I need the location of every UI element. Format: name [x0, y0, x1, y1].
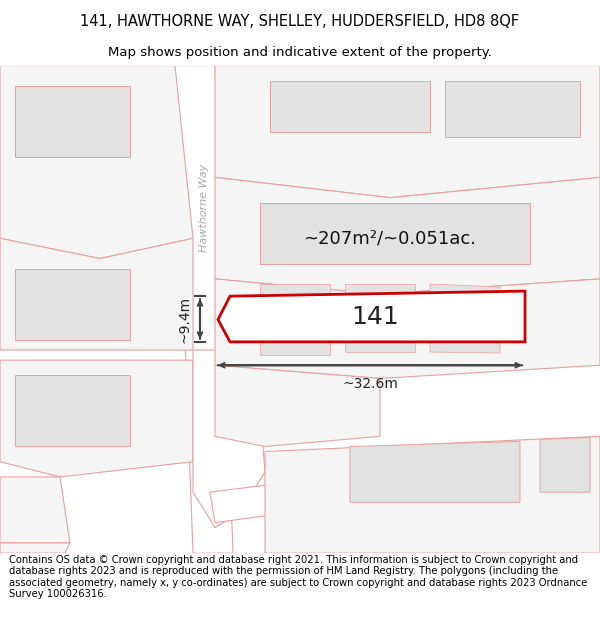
Polygon shape	[445, 81, 580, 137]
Polygon shape	[210, 482, 310, 522]
Text: 141: 141	[351, 306, 399, 329]
Text: ~207m²/~0.051ac.: ~207m²/~0.051ac.	[304, 229, 476, 248]
Polygon shape	[0, 553, 80, 574]
Polygon shape	[0, 360, 193, 477]
Text: ~32.6m: ~32.6m	[342, 378, 398, 391]
Polygon shape	[218, 291, 525, 342]
Polygon shape	[215, 177, 600, 294]
Text: Contains OS data © Crown copyright and database right 2021. This information is : Contains OS data © Crown copyright and d…	[9, 554, 587, 599]
Polygon shape	[270, 81, 430, 132]
Polygon shape	[193, 350, 265, 528]
Polygon shape	[15, 269, 130, 340]
Polygon shape	[0, 543, 70, 553]
Polygon shape	[15, 376, 130, 446]
Polygon shape	[350, 441, 520, 503]
Polygon shape	[175, 66, 233, 553]
Polygon shape	[215, 66, 600, 198]
Text: Map shows position and indicative extent of the property.: Map shows position and indicative extent…	[108, 46, 492, 59]
Polygon shape	[0, 66, 193, 259]
Polygon shape	[265, 436, 600, 553]
Polygon shape	[345, 284, 415, 352]
Polygon shape	[260, 284, 330, 355]
Polygon shape	[0, 477, 70, 543]
Polygon shape	[430, 284, 500, 353]
Polygon shape	[215, 365, 380, 446]
Polygon shape	[540, 438, 590, 493]
Text: ~9.4m: ~9.4m	[178, 296, 192, 343]
Polygon shape	[215, 279, 600, 378]
Polygon shape	[0, 238, 193, 350]
Polygon shape	[15, 86, 130, 157]
Polygon shape	[260, 202, 530, 264]
Text: 141, HAWTHORNE WAY, SHELLEY, HUDDERSFIELD, HD8 8QF: 141, HAWTHORNE WAY, SHELLEY, HUDDERSFIEL…	[80, 14, 520, 29]
Text: Hawthorne Way: Hawthorne Way	[199, 164, 209, 252]
